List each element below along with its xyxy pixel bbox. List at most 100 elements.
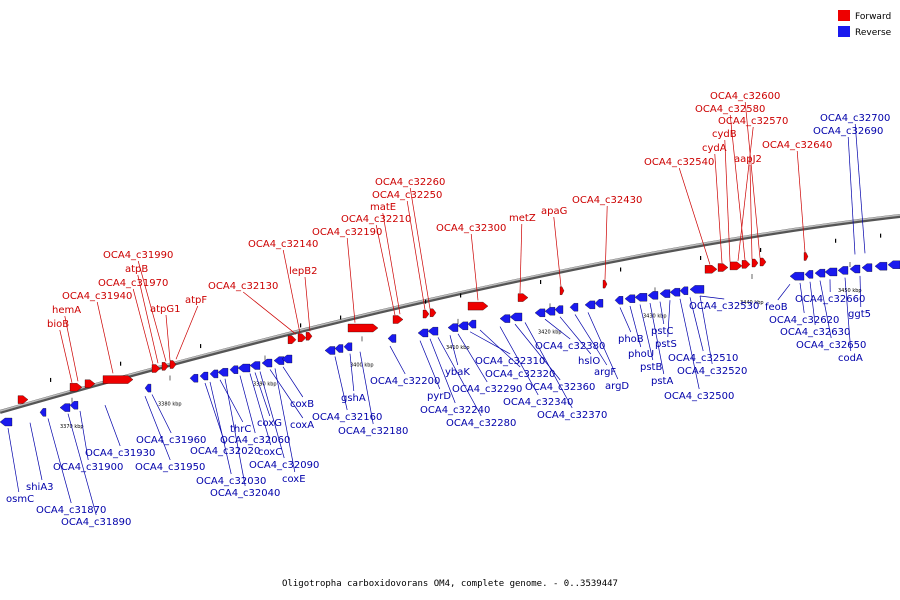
- reverse-gene-label: OCA4_c31930: [85, 448, 155, 459]
- reverse-gene-feature: [887, 260, 900, 269]
- reverse-gene-connector: [679, 298, 700, 390]
- forward-gene-label: OCA4_c32540: [644, 157, 714, 168]
- reverse-gene-feature: [499, 314, 511, 323]
- forward-gene-label: OCA4_c32190: [312, 227, 382, 238]
- reverse-gene-label: coxC: [258, 447, 282, 458]
- forward-gene-label: OCA4_c32640: [762, 140, 832, 151]
- reverse-gene-feature: [814, 268, 826, 278]
- forward-gene-connector: [375, 224, 396, 316]
- reverse-gene-connector: [437, 337, 482, 417]
- reverse-gene-feature: [69, 401, 79, 410]
- reverse-gene-feature: [544, 307, 556, 316]
- reverse-gene-connector: [844, 277, 852, 352]
- forward-gene-feature: [717, 263, 729, 272]
- forward-gene-feature: [84, 379, 96, 388]
- forward-gene-label: aapJ2: [734, 154, 762, 165]
- reverse-gene-connector: [67, 413, 97, 516]
- reverse-gene-label: feoB: [765, 302, 788, 313]
- reverse-gene-label: pstA: [651, 376, 673, 387]
- reverse-gene-feature: [837, 266, 849, 275]
- reverse-gene-label: OCA4_c32360: [525, 382, 595, 393]
- forward-gene-feature: [559, 286, 565, 295]
- forward-gene-connector: [282, 249, 301, 334]
- reverse-gene-feature: [824, 267, 838, 277]
- reverse-gene-connector: [259, 371, 285, 459]
- forward-gene-connector: [519, 223, 523, 294]
- forward-gene-connector: [175, 305, 199, 360]
- reverse-gene-feature: [659, 289, 671, 298]
- reverse-gene-label: phoU: [628, 349, 654, 360]
- reverse-gene-label: ggt5: [848, 309, 871, 320]
- reverse-gene-feature: [199, 371, 209, 381]
- reverse-gene-connector: [667, 300, 671, 338]
- forward-gene-label: matE: [370, 202, 396, 213]
- reverse-gene-label: thrC: [230, 424, 251, 435]
- reverse-gene-feature: [874, 262, 888, 271]
- reverse-gene-feature: [569, 303, 579, 312]
- forward-gene-label: cydA: [702, 143, 727, 154]
- reverse-gene-label: coxA: [290, 420, 314, 431]
- reverse-gene-label: phoB: [618, 334, 644, 345]
- reverse-gene-feature: [189, 374, 199, 383]
- forward-gene-feature: [305, 332, 313, 341]
- genome-backbone: [0, 214, 900, 414]
- reverse-gene-feature: [144, 383, 152, 393]
- reverse-gene-feature: [281, 354, 293, 364]
- legend-reverse-label: Reverse: [855, 28, 892, 38]
- reverse-gene-label: OCA4_c32380: [535, 341, 605, 352]
- reverse-gene-label: pstS: [655, 339, 677, 350]
- reverse-gene-connector: [254, 372, 271, 417]
- tick-label: 3410 kbp: [446, 345, 470, 351]
- forward-gene-label: bioB: [47, 319, 69, 330]
- tick-label: 3420 kbp: [538, 329, 562, 335]
- reverse-gene-label: OCA4_c32180: [338, 426, 408, 437]
- reverse-gene-connector: [349, 353, 355, 392]
- forward-gene-connector: [59, 329, 73, 383]
- forward-gene-label: OCA4_c32570: [718, 116, 788, 127]
- reverse-gene-label: OCA4_c32520: [677, 366, 747, 377]
- reverse-gene-feature: [427, 327, 439, 336]
- reverse-gene-feature: [273, 356, 285, 365]
- reverse-gene-feature: [594, 299, 604, 308]
- reverse-gene-feature: [447, 323, 459, 332]
- reverse-gene-label: OCA4_c32060: [220, 435, 290, 446]
- legend: Forward Reverse: [838, 10, 892, 38]
- reverse-gene-label: OCA4_c31900: [53, 462, 123, 473]
- reverse-gene-connector: [799, 282, 805, 314]
- tick-label: 3440 kbp: [740, 300, 764, 306]
- reverse-gene-connector: [144, 395, 171, 461]
- minor-mark: [700, 255, 702, 260]
- forward-gene-label: OCA4_c32130: [208, 281, 278, 292]
- forward-gene-feature: [169, 360, 177, 369]
- reverse-gene-label: OCA4_c31870: [36, 505, 106, 516]
- reverse-gene-connector: [269, 369, 304, 419]
- forward-gene-connector: [796, 150, 806, 253]
- minor-mark: [760, 247, 762, 252]
- reverse-gene-connector: [587, 312, 619, 380]
- tick-label: 3430 kbp: [643, 313, 667, 319]
- reverse-gene-label: OCA4_c32500: [664, 391, 734, 402]
- forward-gene-connector: [346, 237, 356, 323]
- forward-gene-feature: [751, 258, 759, 268]
- forward-gene-label: OCA4_c32430: [572, 195, 642, 206]
- minor-mark: [460, 293, 462, 298]
- forward-gene-feature: [741, 260, 751, 269]
- reverse-gene-label: coxB: [290, 399, 314, 410]
- reverse-gene-connector: [559, 316, 592, 355]
- forward-gene-label: atpB: [125, 264, 148, 275]
- forward-gene-label: OCA4_c32210: [341, 214, 411, 225]
- forward-gene-connector: [744, 101, 761, 259]
- reverse-gene-label: OCA4_c32370: [537, 410, 607, 421]
- reverse-gene-connector: [359, 351, 374, 425]
- forward-gene-connector: [64, 315, 79, 382]
- reverse-gene-label: OCA4_c32090: [249, 460, 319, 471]
- reverse-gene-connector: [629, 305, 642, 348]
- forward-gene-connector: [729, 114, 746, 260]
- reverse-gene-connector: [274, 368, 296, 473]
- reverse-gene-label: OCA4_c32690: [813, 126, 883, 137]
- reverse-gene-feature: [647, 291, 659, 300]
- reverse-gene-feature: [343, 342, 353, 351]
- forward-gene-connector: [165, 314, 171, 361]
